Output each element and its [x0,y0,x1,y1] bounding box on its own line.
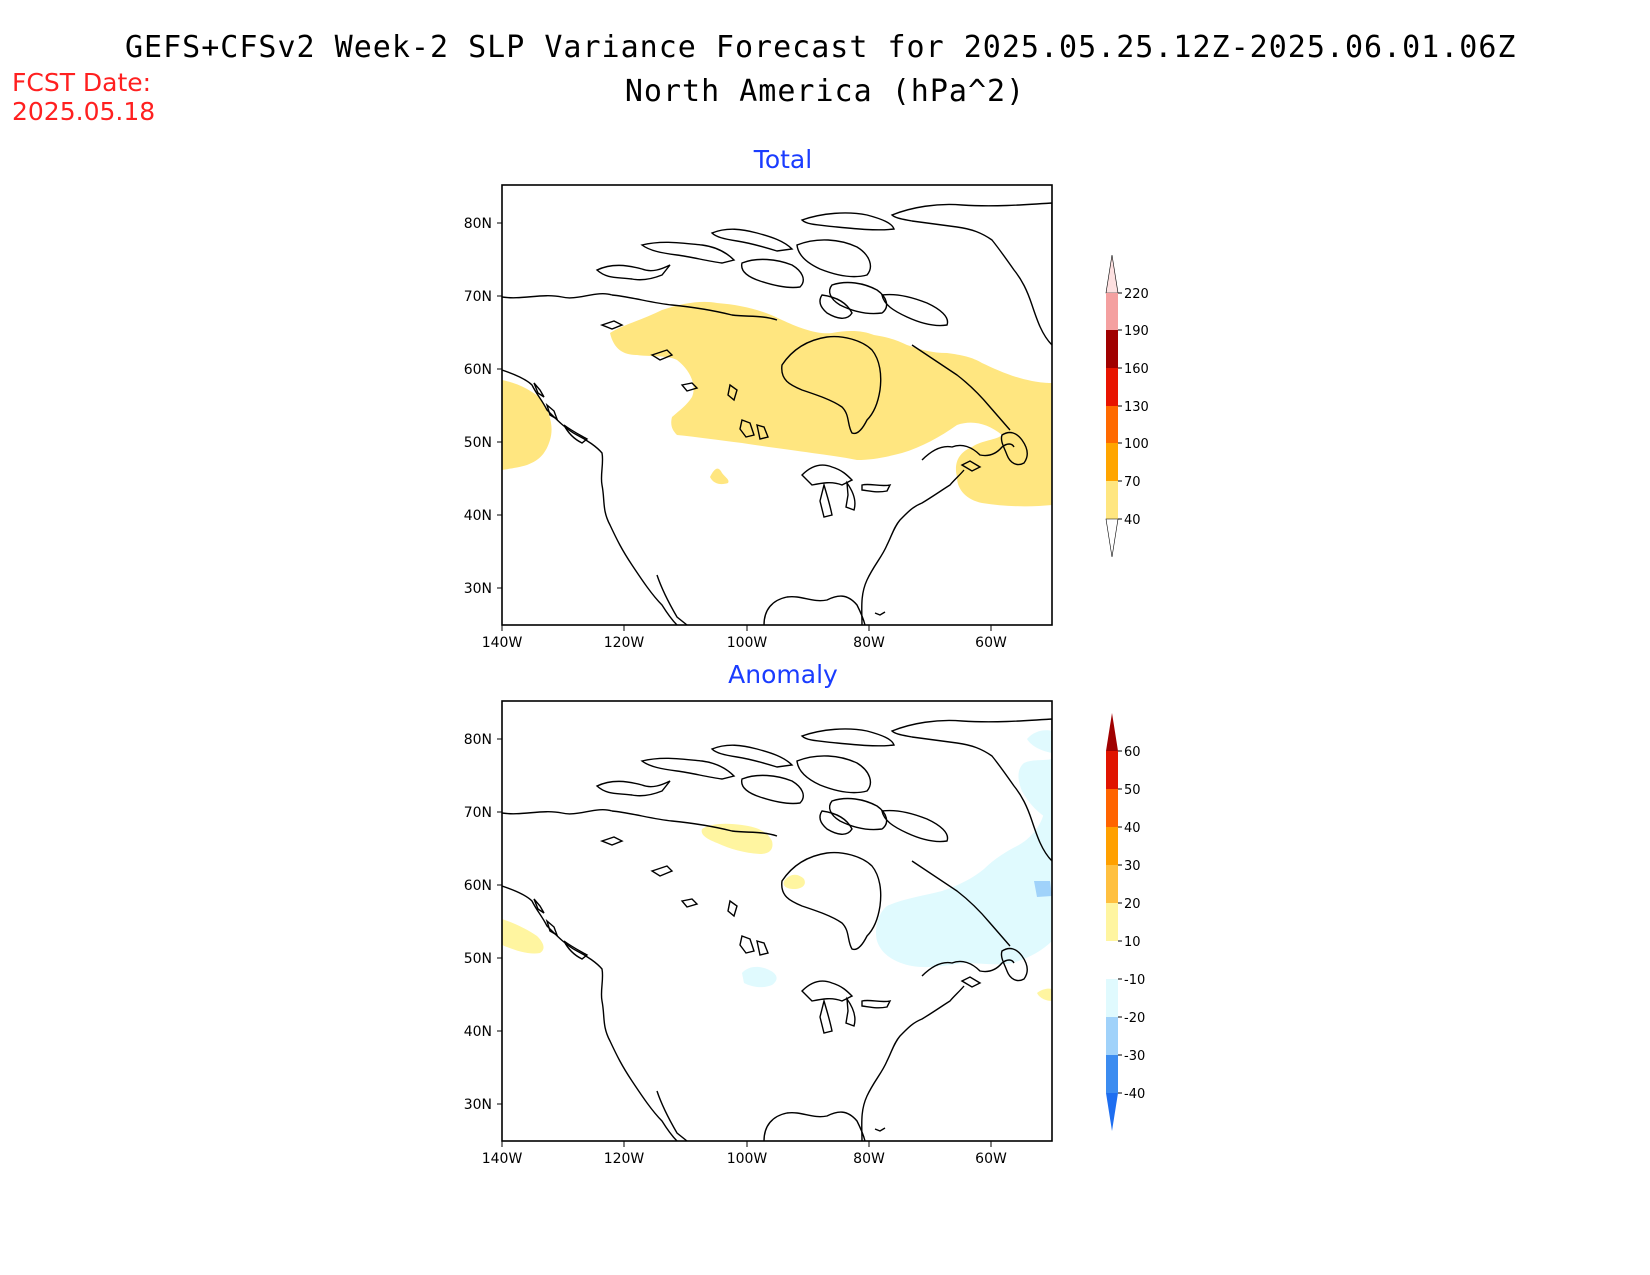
panel-title-total: Total [753,145,813,174]
lat-label: 70N [464,289,492,305]
shade-pacific-coast-positive [502,919,544,954]
lat-label: 60N [464,878,492,894]
lon-label: 140W [482,1151,523,1167]
shade-hudson-west-positive [783,874,805,889]
chart-subtitle: North America (hPa^2) [624,74,1026,109]
colorbar-label: 160 [1124,362,1149,377]
lat-label: 50N [464,435,492,451]
lon-axis-total: 140W 120W 100W 80W 60W [482,625,1007,651]
lat-label: 80N [464,216,492,232]
lat-label: 40N [464,1024,492,1040]
lon-label: 120W [604,1151,645,1167]
lat-label: 60N [464,362,492,378]
forecast-date-label: FCST Date: 2025.05.18 [12,68,155,126]
shade-dakota-spot [710,468,729,485]
lat-label: 50N [464,951,492,967]
colorbar-label: 30 [1124,859,1141,874]
shade-hudson-east-negative [876,781,1052,968]
shade-greenland-top-negative [1027,730,1052,753]
shade-arctic-canada-band [610,301,1052,507]
colorbar-label: 70 [1124,475,1141,490]
colorbar-label: -40 [1124,1087,1145,1102]
colorbar-label: 60 [1124,745,1141,760]
panel-title-anomaly: Anomaly [728,660,838,689]
colorbar-label: 40 [1124,513,1141,528]
lat-axis-total: 80N 70N 60N 50N 40N 30N [464,216,502,597]
lat-label: 30N [464,581,492,597]
colorbar-label: 220 [1124,287,1149,302]
lat-axis-anomaly: 80N 70N 60N 50N 40N 30N [464,732,502,1113]
colorbar-label: 50 [1124,783,1141,798]
shade-greenland-negative [1018,759,1052,821]
lon-label: 80W [853,1151,885,1167]
lat-label: 70N [464,805,492,821]
colorbar-label: 130 [1124,400,1149,415]
lon-label: 100W [727,635,768,651]
map-panel-total: 80N 70N 60N 50N 40N 30N 140W 120W 100W 8… [464,184,1053,651]
lat-label: 40N [464,508,492,524]
lon-label: 100W [727,1151,768,1167]
shade-northwest-territories-positive [701,823,773,854]
colorbar-label: -20 [1124,1011,1145,1026]
shade-labrador-dark-spot [1034,881,1052,897]
chart-title: GEFS+CFSv2 Week-2 SLP Variance Forecast … [125,30,1517,65]
shade-montana-negative [742,966,777,988]
colorbar-label: 190 [1124,324,1149,339]
colorbar-label: -10 [1124,973,1145,988]
lon-axis-anomaly: 140W 120W 100W 80W 60W [482,1141,1007,1167]
lon-label: 140W [482,635,523,651]
colorbar-label: 100 [1124,437,1149,452]
map-panel-anomaly: 80N 70N 60N 50N 40N 30N 140W 120W 100W 8… [464,700,1053,1167]
colorbar-label: 10 [1124,935,1141,950]
lat-label: 80N [464,732,492,748]
shade-pacific-coast-patch [502,380,552,470]
lat-label: 30N [464,1097,492,1113]
colorbar-label: -30 [1124,1049,1145,1064]
lon-label: 60W [975,1151,1007,1167]
colorbar-anomaly: 60 50 40 30 20 10 -10 -20 -30 -40 [1106,713,1145,1131]
shade-atlantic-positive [1037,988,1052,1001]
lon-label: 80W [853,635,885,651]
colorbar-label: 40 [1124,821,1141,836]
lon-label: 60W [975,635,1007,651]
fcst-date: 2025.05.18 [12,97,156,126]
colorbar-total: 220 190 160 130 100 70 40 [1105,254,1149,558]
fcst-label: FCST Date: [12,68,152,97]
lon-label: 120W [604,635,645,651]
colorbar-label: 20 [1124,897,1141,912]
